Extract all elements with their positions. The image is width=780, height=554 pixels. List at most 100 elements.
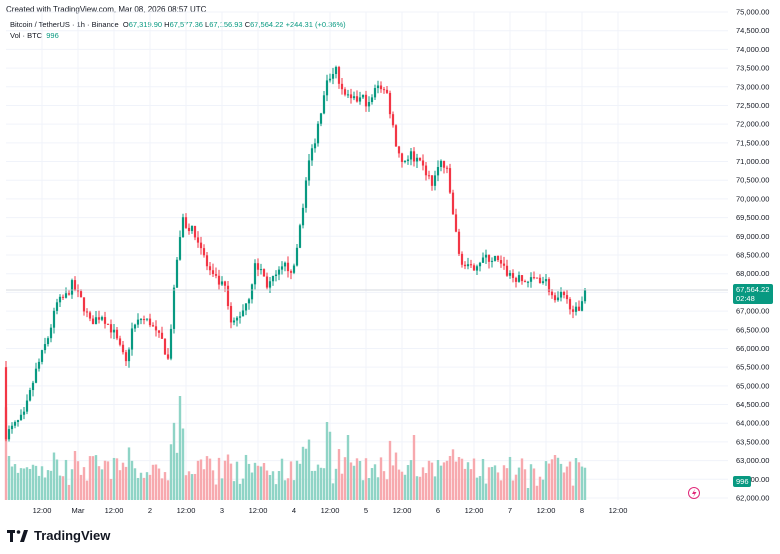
candle-body [169, 328, 173, 359]
volume-bar [34, 465, 38, 500]
candle-body [268, 281, 272, 288]
candle-body [55, 302, 59, 311]
volume-bar [148, 474, 152, 500]
candle-body [358, 97, 362, 102]
price-tick-label: 64,000.00 [736, 419, 769, 428]
volume-bar [424, 473, 428, 500]
candle-body [232, 320, 236, 323]
candle-body [70, 280, 74, 295]
candle-body [163, 338, 167, 355]
candle-body [400, 153, 404, 162]
volume-bar [112, 457, 116, 500]
candle-body [367, 102, 371, 107]
candle-body [22, 411, 26, 415]
candle-body [91, 318, 95, 325]
candle-body [355, 96, 359, 102]
volume-bar [259, 466, 263, 500]
candle-body [40, 350, 44, 362]
candle-body [304, 180, 308, 208]
candle-body [124, 352, 128, 362]
candle-body [496, 255, 500, 261]
candle-body [361, 94, 365, 98]
volume-bar [577, 462, 581, 500]
volume-bar [10, 466, 14, 500]
volume-bar [73, 450, 77, 500]
volume-bar [289, 461, 293, 500]
volume-bar [295, 460, 299, 500]
price-tick-label: 75,000.00 [736, 8, 769, 17]
change-value: +244.31 (+0.36%) [285, 20, 346, 29]
volume-bar [520, 458, 524, 500]
time-tick-label: 7 [508, 506, 512, 515]
volume-bar [379, 457, 383, 500]
volume-tag-value: 996 [736, 477, 749, 486]
candle-body [385, 89, 389, 93]
volume-bar [487, 467, 491, 500]
volume-bar [133, 468, 137, 500]
candle-body [328, 78, 332, 81]
candle-body [52, 310, 56, 328]
lightning-icon-glyph [692, 489, 697, 498]
candle-body [475, 266, 479, 271]
candle-body [403, 160, 407, 162]
volume-bar [220, 478, 224, 500]
volume-bar [481, 458, 485, 500]
volume-bar [331, 483, 335, 500]
candle-body [391, 114, 395, 126]
candle-body [487, 254, 491, 262]
time-tick-label: 12:00 [177, 506, 196, 515]
volume-bar [247, 463, 251, 500]
volume-bar [343, 457, 347, 500]
candle-body [256, 263, 260, 270]
candle-body [94, 317, 98, 325]
candle-body [241, 310, 245, 317]
volume-bar [142, 477, 146, 500]
volume-bar [43, 477, 47, 500]
volume-bar [427, 460, 431, 500]
price-tick-label: 73,000.00 [736, 82, 769, 91]
candle-body [577, 306, 581, 311]
candle-body [544, 279, 548, 282]
price-tick-label: 63,000.00 [736, 456, 769, 465]
time-tick-label: 12:00 [465, 506, 484, 515]
candle-body [97, 317, 101, 320]
tradingview-logo[interactable]: TradingView [7, 528, 110, 543]
volume-bar [4, 407, 8, 500]
candle-body [76, 290, 80, 292]
candle-body [382, 89, 386, 91]
candle-body [325, 80, 329, 96]
candle-body [157, 330, 161, 333]
volume-bar [46, 470, 50, 500]
candle-body [250, 284, 254, 300]
time-tick-label: 3 [220, 506, 224, 515]
candle-body [166, 354, 170, 359]
price-tick-label: 64,500.00 [736, 400, 769, 409]
candle-body [46, 338, 50, 345]
volume-bar [478, 476, 482, 500]
volume-bar [151, 464, 155, 500]
candle-body [508, 273, 512, 276]
candle-body [289, 271, 293, 273]
volume-bar [367, 478, 371, 500]
volume-bar [550, 459, 554, 500]
candle-body [244, 303, 248, 311]
volume-bar [457, 457, 461, 500]
candle-body [214, 274, 218, 276]
candle-body [559, 292, 563, 298]
volume-bar [568, 461, 572, 500]
candle-body [178, 237, 182, 260]
candle-body [175, 259, 179, 288]
candle-body [31, 382, 35, 391]
candle-body [82, 297, 86, 312]
volume-bar [214, 484, 218, 500]
candle-body [208, 266, 212, 271]
candle-body [142, 319, 146, 321]
candle-body [493, 255, 497, 261]
volume-bar [13, 464, 17, 500]
candle-body [172, 287, 176, 329]
candle-body [343, 89, 347, 95]
volume-bar [94, 455, 98, 500]
volume-bar [301, 446, 305, 500]
volume-bar [274, 484, 278, 500]
